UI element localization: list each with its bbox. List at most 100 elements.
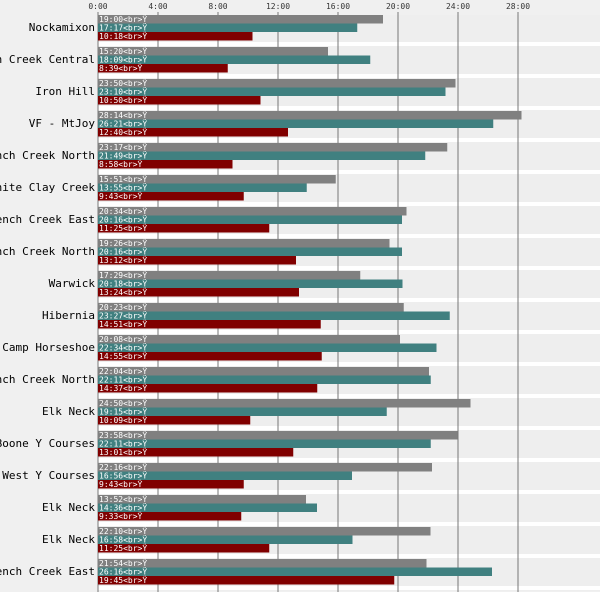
group-separator — [98, 202, 600, 206]
bar — [98, 559, 427, 568]
x-tick-label: 28:00 — [506, 2, 530, 11]
bar — [98, 256, 296, 265]
group-separator — [98, 330, 600, 334]
x-tick-label: 20:00 — [386, 2, 410, 11]
bar-label: 8:39<br>Ÿ — [99, 63, 143, 73]
bar-label: 13:52<br>Ÿ — [99, 494, 147, 504]
bar — [98, 384, 318, 393]
bar — [98, 183, 307, 192]
group-separator — [98, 394, 600, 398]
bar — [98, 111, 522, 120]
bar-label: 9:33<br>Ÿ — [99, 511, 143, 521]
bar — [98, 151, 426, 160]
group-separator — [98, 170, 600, 174]
category-label: Warwick — [49, 277, 96, 290]
bar — [98, 399, 471, 408]
group-separator — [98, 522, 600, 526]
bar-label: 14:36<br>Ÿ — [99, 503, 147, 513]
bar — [98, 544, 270, 553]
bar-label: 10:09<br>Ÿ — [99, 415, 147, 425]
category-label: Elk Neck — [42, 533, 95, 546]
category-label: White Clay Creek — [0, 181, 95, 194]
group-separator — [98, 74, 600, 78]
category-label: Hibernia — [42, 309, 95, 322]
bar-label: 11:25<br>Ÿ — [99, 223, 147, 233]
category-label: Elk Neck — [42, 405, 95, 418]
bar-label: 18:09<br>Ÿ — [99, 55, 147, 65]
bar — [98, 567, 492, 576]
bar-label: 19:00<br>Ÿ — [99, 14, 147, 24]
group-separator — [98, 554, 600, 558]
bar-label: 22:34<br>Ÿ — [99, 343, 147, 353]
bar — [98, 431, 458, 440]
bar-label: 26:21<br>Ÿ — [99, 119, 147, 129]
bar-label: 22:16<br>Ÿ — [99, 462, 147, 472]
bar — [98, 215, 402, 224]
bar — [98, 160, 233, 169]
bar — [98, 576, 395, 585]
bar — [98, 375, 431, 384]
bar — [98, 335, 400, 344]
category-label: Elk Neck — [42, 501, 95, 514]
bar-label: 21:54<br>Ÿ — [99, 558, 147, 568]
bar-label: 23:50<br>Ÿ — [99, 78, 147, 88]
bar — [98, 512, 242, 521]
bar-label: 15:20<br>Ÿ — [99, 46, 147, 56]
bar — [98, 407, 387, 416]
bar-label: 19:15<br>Ÿ — [99, 407, 147, 417]
group-separator — [98, 362, 600, 366]
bar-label: 20:34<br>Ÿ — [99, 206, 147, 216]
bar-label: 12:40<br>Ÿ — [99, 127, 147, 137]
group-separator — [98, 106, 600, 110]
bar-label: 26:16<br>Ÿ — [99, 567, 147, 577]
group-separator — [98, 266, 600, 270]
category-label: Camp Horseshoe — [2, 341, 95, 354]
group-separator — [98, 586, 600, 590]
category-label: Boone Y Courses — [0, 437, 95, 450]
bar — [98, 311, 450, 320]
bar-label: 28:14<br>Ÿ — [99, 110, 147, 120]
bar — [98, 367, 429, 376]
bar — [98, 96, 261, 105]
group-separator — [98, 490, 600, 494]
group-separator — [98, 458, 600, 462]
category-label: French Creek East — [0, 213, 95, 226]
bar-label: 15:51<br>Ÿ — [99, 174, 147, 184]
category-label: French Creek Central — [0, 53, 95, 66]
bar — [98, 303, 404, 312]
category-label: VF - MtJoy — [29, 117, 96, 130]
bar — [98, 143, 448, 152]
bar-label: 17:17<br>Ÿ — [99, 23, 147, 33]
group-separator — [98, 234, 600, 238]
bar-label: 22:04<br>Ÿ — [99, 366, 147, 376]
bar — [98, 480, 244, 489]
category-label: Iron Hill — [35, 85, 95, 98]
x-tick-label: 0:00 — [88, 2, 107, 11]
bar-label: 19:26<br>Ÿ — [99, 238, 147, 248]
group-separator — [98, 298, 600, 302]
group-separator — [98, 426, 600, 430]
bar — [98, 271, 361, 280]
bar — [98, 463, 432, 472]
bar-label: 20:16<br>Ÿ — [99, 215, 147, 225]
bar — [98, 320, 321, 329]
bar-label: 14:55<br>Ÿ — [99, 351, 147, 361]
bar — [98, 87, 446, 96]
bar — [98, 47, 328, 56]
bar — [98, 239, 390, 248]
bar-label: 17:29<br>Ÿ — [99, 270, 147, 280]
bar — [98, 527, 431, 536]
bar-label: 13:01<br>Ÿ — [99, 447, 147, 457]
bar-label: 22:11<br>Ÿ — [99, 375, 147, 385]
bar — [98, 224, 270, 233]
bar-label: 13:24<br>Ÿ — [99, 287, 147, 297]
bar-label: 20:18<br>Ÿ — [99, 279, 147, 289]
bar — [98, 288, 299, 297]
bar — [98, 128, 288, 137]
category-label: FC West Y Courses — [0, 469, 95, 482]
group-separator — [98, 138, 600, 142]
bar-label: 13:55<br>Ÿ — [99, 183, 147, 193]
bar — [98, 439, 431, 448]
bar — [98, 279, 403, 288]
